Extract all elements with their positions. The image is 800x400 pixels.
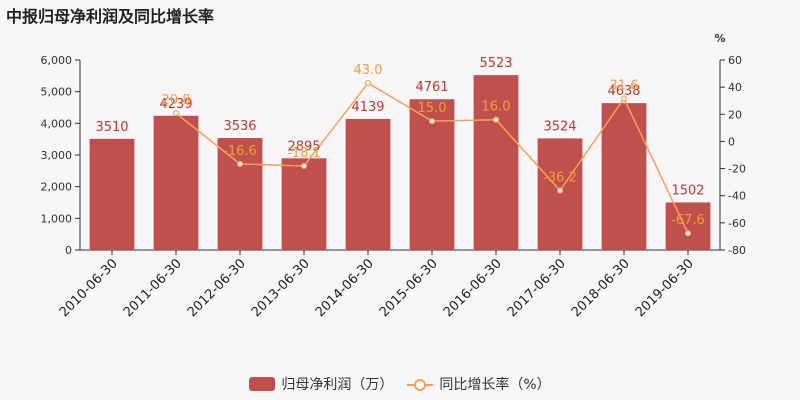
bar-value-label: 5523	[479, 56, 512, 71]
line-value-label: -16.6	[223, 144, 257, 159]
line-point	[428, 117, 436, 125]
bar	[409, 99, 455, 250]
y-right-tick-label: 0	[728, 135, 735, 148]
bar-value-label: 4139	[351, 100, 384, 115]
bar	[601, 103, 647, 250]
line-value-label: 15.0	[418, 101, 447, 116]
x-tick-label: 2012-06-30	[185, 256, 249, 320]
bar-value-label: 3524	[543, 119, 576, 134]
bar	[345, 118, 391, 250]
bar	[217, 138, 263, 250]
legend-line-swatch	[407, 377, 434, 391]
y-right-tick-label: -60	[728, 217, 746, 230]
line-value-label: 31.6	[610, 79, 639, 94]
bar-value-label: 4761	[415, 80, 448, 95]
bar-value-label: 3536	[223, 119, 256, 134]
x-tick-label: 2014-06-30	[313, 256, 377, 320]
bar-value-label: 1502	[671, 183, 704, 198]
legend-item-net-profit[interactable]: 归母净利润（万）	[249, 374, 393, 394]
x-tick-label: 2011-06-30	[121, 256, 185, 320]
y-left-tick-label: 3,000	[41, 149, 73, 162]
y-left-tick-label: 0	[65, 244, 72, 257]
x-tick-label: 2018-06-30	[569, 256, 633, 320]
y-left-tick-label: 4,000	[41, 117, 73, 130]
x-tick-label: 2013-06-30	[249, 256, 313, 320]
bar	[281, 158, 327, 250]
line-value-label: -36.2	[543, 171, 577, 186]
line-point	[236, 160, 244, 168]
y-right-tick-label: -20	[728, 163, 746, 176]
bar	[153, 115, 199, 250]
line-point	[684, 230, 692, 237]
x-tick-label: 2019-06-30	[633, 256, 697, 320]
line-point	[620, 95, 628, 102]
y-right-tick-label: -40	[728, 190, 746, 203]
x-tick-label: 2016-06-30	[441, 256, 505, 320]
y-left-tick-label: 2,000	[41, 181, 73, 194]
y-right-tick-label: 40	[728, 81, 742, 94]
y-left-tick-label: 5,000	[41, 86, 73, 99]
y-left-tick-label: 6,000	[41, 54, 73, 67]
line-value-label: 20.8	[162, 93, 191, 108]
line-point	[556, 187, 564, 194]
bar-value-label: 4638	[607, 84, 640, 99]
line-point	[364, 79, 372, 87]
line-value-label: -67.6	[671, 213, 705, 228]
legend-bar-swatch	[249, 377, 276, 391]
line-point	[300, 162, 308, 170]
x-tick-label: 2017-06-30	[505, 256, 569, 320]
y-right-tick-label: 20	[728, 108, 742, 121]
line-point	[172, 110, 180, 117]
x-tick-label: 2010-06-30	[57, 256, 121, 320]
bar-value-label: 3510	[95, 120, 128, 135]
bar-value-label: 4239	[159, 97, 192, 112]
legend-line-label: 同比增长率（%）	[439, 377, 551, 393]
bar	[89, 138, 135, 250]
chart-title: 中报归母净利润及同比增长率	[6, 7, 215, 26]
line-value-label: -18.1	[287, 146, 321, 161]
bar-value-label: 2895	[287, 139, 320, 154]
bar	[665, 202, 711, 250]
legend-item-growth-rate[interactable]: 同比增长率（%）	[407, 374, 551, 394]
y-left-tick-label: 1,000	[41, 212, 73, 225]
y-right-unit-label: %	[714, 32, 725, 45]
legend-bar-label: 归母净利润（万）	[281, 377, 394, 393]
legend: 归母净利润（万） 同比增长率（%）	[0, 374, 800, 394]
bar	[537, 138, 583, 250]
line-value-label: 43.0	[354, 63, 383, 78]
line-point	[492, 116, 500, 123]
y-right-tick-label: 60	[728, 54, 742, 67]
bar	[473, 75, 519, 250]
line-value-label: 16.0	[482, 100, 511, 115]
y-right-tick-label: -80	[728, 244, 746, 257]
x-tick-label: 2015-06-30	[377, 256, 441, 320]
